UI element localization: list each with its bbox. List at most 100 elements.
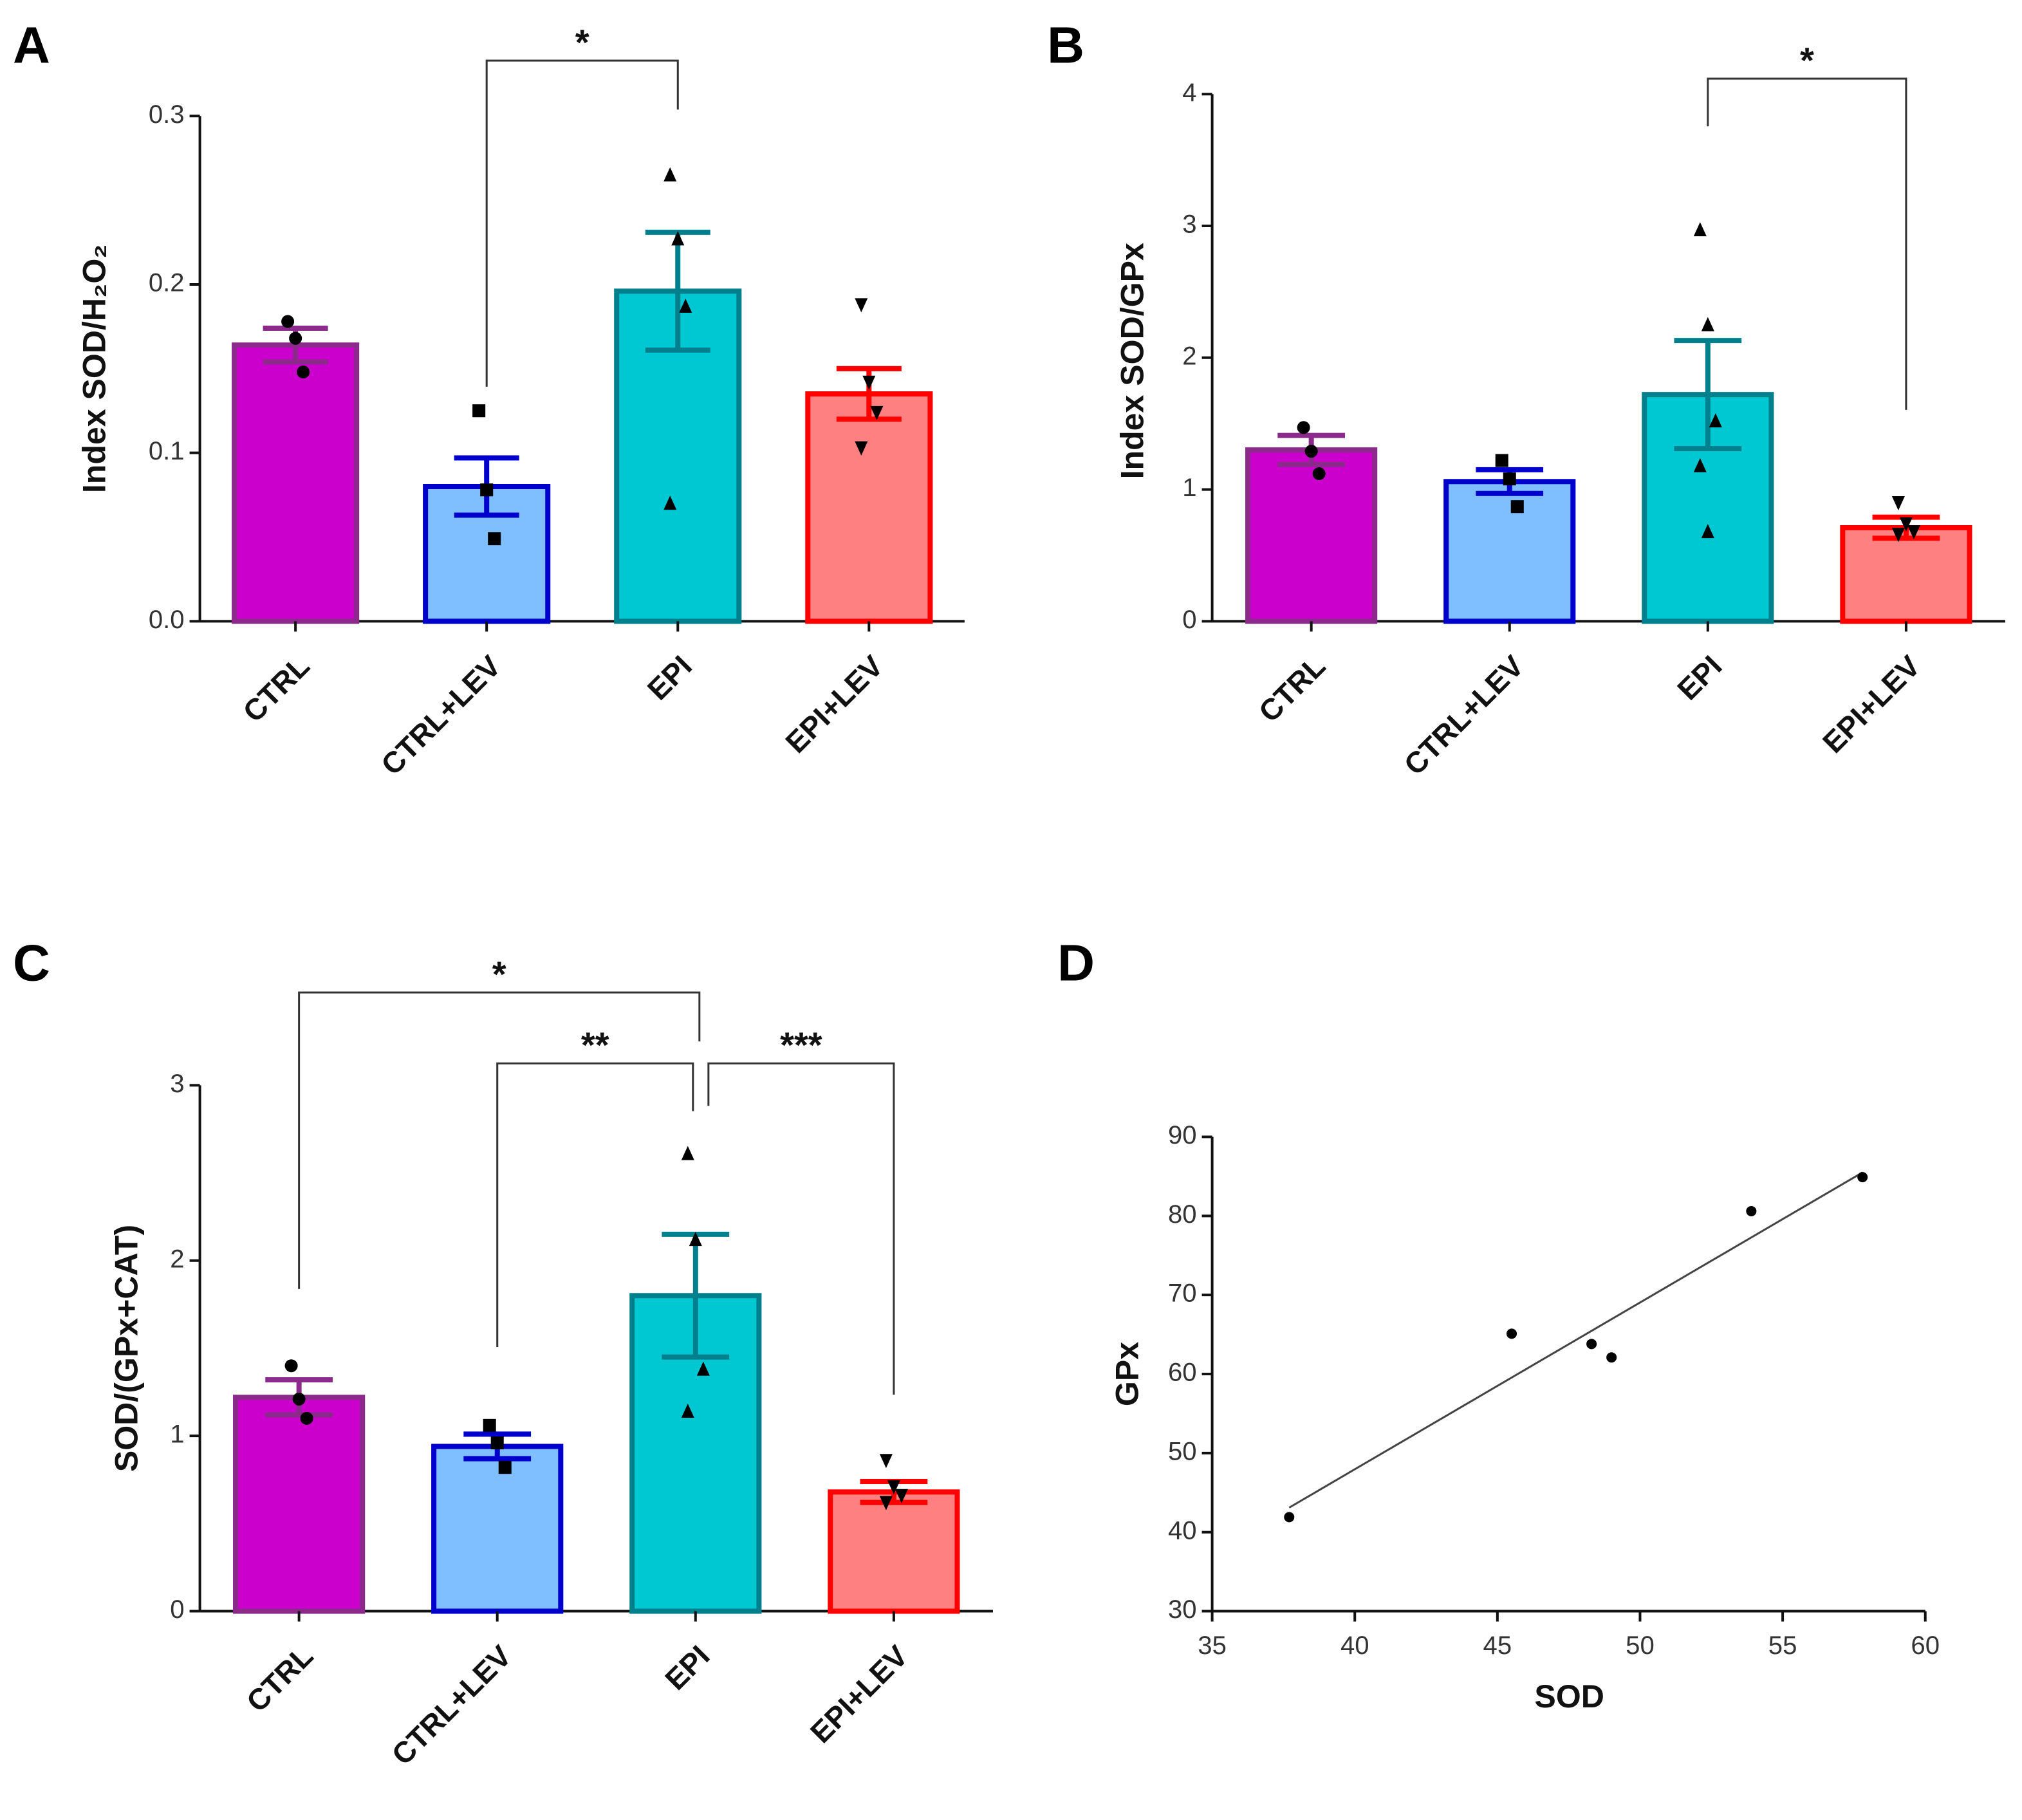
significance-label: * <box>1800 40 1814 80</box>
data-point <box>289 331 302 345</box>
bar <box>1443 479 1576 624</box>
panel-label: D <box>1057 933 1095 991</box>
data-point <box>887 1480 900 1495</box>
significance-label: * <box>492 954 506 994</box>
data-point <box>480 483 494 497</box>
bar <box>431 1444 564 1614</box>
data-point <box>855 298 868 313</box>
x-tick-label: CTRL <box>1252 649 1332 729</box>
data-point <box>483 1418 496 1432</box>
y-tick-label: 30 <box>1168 1595 1197 1624</box>
data-point <box>1503 472 1516 486</box>
significance-bracket <box>707 1062 895 1395</box>
y-tick-label: 50 <box>1168 1437 1197 1465</box>
data-point <box>1709 413 1722 428</box>
y-tick-label: 0.0 <box>149 606 185 634</box>
data-point <box>284 1359 298 1373</box>
y-tick-label: 90 <box>1168 1121 1197 1149</box>
y-tick-label: 70 <box>1168 1279 1197 1308</box>
data-point <box>681 1404 694 1418</box>
data-point <box>696 1361 710 1376</box>
panel-label: B <box>1047 15 1084 73</box>
data-point <box>488 532 501 546</box>
bar <box>805 391 933 624</box>
x-tick-label: 35 <box>1198 1631 1227 1660</box>
significance-bracket <box>496 1062 694 1347</box>
data-point <box>1899 517 1913 532</box>
data-point <box>281 315 295 328</box>
panel-label: C <box>13 933 50 991</box>
data-point <box>1746 1205 1757 1216</box>
data-point <box>1701 524 1714 539</box>
y-tick-label: 3 <box>1182 210 1196 239</box>
data-point <box>663 496 677 510</box>
x-tick-label: CTRL <box>240 1639 320 1719</box>
significance-bracket <box>1707 77 1907 410</box>
data-point <box>292 1392 306 1406</box>
data-point <box>671 231 685 246</box>
data-point <box>895 1489 908 1503</box>
y-tick-label: 0 <box>170 1595 184 1624</box>
y-tick-label: 2 <box>170 1245 184 1273</box>
y-axis-label: SOD/(GPx+CAT) <box>109 1225 145 1472</box>
x-tick-label: 45 <box>1483 1631 1512 1660</box>
data-point <box>1312 467 1326 481</box>
data-point <box>1606 1352 1617 1363</box>
y-tick-label: 0.2 <box>149 269 185 297</box>
x-tick-label: EPI+LEV <box>804 1639 914 1749</box>
x-tick-label: EPI <box>658 1639 716 1696</box>
y-axis-label: Index SOD/H₂O₂ <box>77 244 113 493</box>
x-tick-label: EPI <box>1671 649 1728 706</box>
data-point <box>1693 222 1707 237</box>
regression-line <box>1288 1171 1863 1509</box>
x-tick-label: CTRL+LEV <box>1397 649 1530 781</box>
data-point <box>1857 1172 1868 1183</box>
data-point <box>862 375 876 390</box>
y-tick-label: 0.1 <box>149 437 185 465</box>
x-tick-label: 55 <box>1768 1631 1797 1660</box>
y-tick-label: 80 <box>1168 1200 1197 1229</box>
x-tick-label: CTRL <box>236 649 316 729</box>
data-point <box>879 1496 893 1510</box>
y-axis-label: Index SOD/GPx <box>1115 243 1151 479</box>
significance-label: * <box>575 22 589 62</box>
y-tick-label: 60 <box>1168 1359 1197 1387</box>
y-axis-label: GPx <box>1109 1342 1145 1406</box>
significance-label: ** <box>581 1025 609 1065</box>
data-point <box>679 298 692 313</box>
y-tick-label: 40 <box>1168 1516 1197 1545</box>
data-point <box>1891 496 1905 511</box>
x-tick-label: 60 <box>1911 1631 1940 1660</box>
data-point <box>297 366 310 379</box>
data-point <box>689 1232 702 1247</box>
data-point <box>1693 458 1707 472</box>
bar <box>1840 525 1972 624</box>
data-point <box>1506 1328 1517 1339</box>
data-point <box>1284 1512 1295 1523</box>
data-point <box>1891 528 1905 543</box>
data-point <box>1701 317 1714 331</box>
y-tick-label: 0.3 <box>149 100 185 129</box>
data-point <box>490 1436 504 1450</box>
x-tick-label: EPI+LEV <box>1816 649 1927 759</box>
data-point <box>498 1461 512 1474</box>
data-point <box>681 1146 694 1160</box>
x-tick-label: EPI <box>641 649 698 706</box>
data-point <box>1510 500 1524 514</box>
x-axis-label: SOD <box>1534 1678 1604 1714</box>
significance-label: *** <box>780 1025 822 1065</box>
data-point <box>1495 454 1508 467</box>
x-tick-label: CTRL+LEV <box>385 1639 517 1771</box>
panel-label: A <box>13 15 50 73</box>
y-tick-label: 4 <box>1182 79 1196 107</box>
x-tick-label: 50 <box>1626 1631 1655 1660</box>
bar <box>828 1489 960 1614</box>
y-tick-label: 2 <box>1182 342 1196 370</box>
x-tick-label: EPI+LEV <box>779 649 889 759</box>
significance-bracket <box>298 991 701 1289</box>
significance-bracket <box>485 59 679 387</box>
y-tick-label: 1 <box>170 1420 184 1449</box>
y-tick-label: 3 <box>170 1070 184 1098</box>
